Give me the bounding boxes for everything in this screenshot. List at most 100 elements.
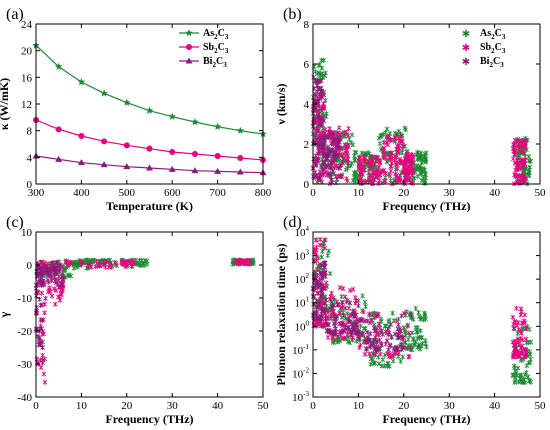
data-point — [398, 333, 404, 339]
data-point — [38, 277, 43, 283]
data-point — [323, 237, 328, 243]
y-tick-exp: 1 — [306, 296, 310, 304]
data-point — [371, 352, 377, 358]
data-point — [249, 258, 255, 264]
data-point — [191, 151, 198, 157]
data-point — [394, 159, 400, 165]
data-point — [513, 173, 518, 179]
data-point — [520, 162, 525, 168]
data-point — [416, 309, 421, 315]
y-tick-label: 16 — [21, 72, 33, 84]
data-point — [419, 334, 424, 340]
data-point — [387, 363, 392, 369]
data-point — [364, 329, 370, 335]
y-tick-exp: -3 — [303, 390, 309, 398]
data-point — [384, 338, 390, 344]
data-point — [41, 279, 47, 285]
data-point — [350, 286, 356, 292]
data-point — [389, 334, 395, 340]
x-tick-label: 600 — [164, 187, 181, 199]
data-point — [342, 335, 347, 341]
data-point — [319, 89, 324, 95]
x-tick-label: 20 — [398, 187, 410, 199]
data-point — [389, 150, 395, 156]
data-point — [353, 171, 358, 177]
data-point — [381, 139, 387, 145]
data-point — [322, 264, 327, 270]
data-point — [315, 124, 321, 130]
data-point — [523, 326, 529, 332]
x-axis-label: Temperature (K) — [106, 199, 193, 213]
data-point — [317, 150, 323, 156]
data-point — [387, 154, 392, 160]
data-point — [88, 263, 93, 269]
data-point — [396, 322, 401, 328]
data-point — [380, 357, 386, 363]
x-tick-label: 500 — [119, 187, 136, 199]
data-point — [413, 305, 419, 311]
data-point — [59, 281, 64, 287]
data-point — [370, 169, 376, 175]
data-point — [38, 365, 44, 371]
legend-element: C — [495, 42, 502, 53]
data-point — [408, 160, 413, 166]
data-point — [56, 277, 62, 283]
x-tick-label: 40 — [212, 400, 224, 412]
x-tick-label: 0 — [310, 400, 316, 412]
legend-subscript: 3 — [225, 33, 229, 41]
x-axis-label: Frequency (THz) — [382, 412, 470, 426]
data-point — [342, 294, 348, 300]
legend-name: Bi — [480, 56, 490, 67]
y-tick-exp: 0 — [306, 319, 310, 327]
data-point — [330, 301, 336, 307]
x-tick-label: 20 — [121, 400, 133, 412]
legend-entry: As2C3 — [480, 28, 506, 41]
data-point — [418, 328, 423, 334]
data-point — [404, 309, 409, 315]
data-point — [57, 269, 62, 275]
y-tick-label: 101 — [295, 296, 310, 310]
data-point — [331, 329, 337, 335]
data-point — [514, 305, 519, 311]
y-tick-base: 10 — [295, 274, 307, 286]
data-point — [519, 350, 525, 356]
y-tick-label: 8 — [304, 19, 310, 31]
data-point — [423, 172, 428, 178]
data-point — [344, 299, 349, 305]
data-point — [53, 264, 58, 270]
data-point — [146, 164, 153, 171]
data-point — [406, 354, 411, 360]
y-tick-label: 12 — [21, 99, 32, 111]
data-point — [394, 318, 399, 324]
data-point — [43, 295, 48, 301]
data-point — [367, 173, 372, 179]
data-point — [53, 287, 59, 293]
data-point — [337, 173, 343, 179]
data-point — [331, 156, 337, 162]
data-point — [214, 167, 222, 174]
data-point — [59, 273, 65, 279]
data-point — [123, 163, 131, 170]
data-point — [512, 151, 517, 157]
data-point — [318, 293, 324, 299]
data-point — [49, 293, 55, 299]
data-point — [55, 126, 62, 133]
data-point — [334, 299, 340, 305]
data-point — [369, 318, 374, 324]
data-point — [399, 342, 404, 348]
data-point — [38, 302, 43, 308]
data-point — [319, 57, 324, 63]
y-tick-label: 20 — [21, 46, 33, 58]
legend-subscript: 3 — [500, 61, 504, 69]
data-point — [388, 163, 393, 169]
legend-entry: Sb2C3 — [480, 42, 506, 55]
data-point — [357, 344, 362, 350]
data-point — [313, 153, 319, 159]
x-tick-label: 40 — [489, 400, 501, 412]
legend-entry: Bi2C3 — [480, 56, 504, 69]
data-point — [318, 123, 323, 129]
data-point — [400, 143, 406, 149]
data-point — [387, 173, 393, 179]
series-line — [35, 44, 264, 135]
